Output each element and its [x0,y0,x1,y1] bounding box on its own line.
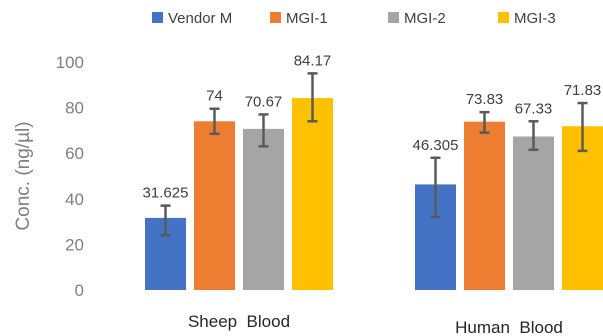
legend-label: MGI-2 [404,10,446,27]
y-tick-label: 40 [65,190,84,209]
data-label: 31.625 [143,185,189,202]
bar [562,126,603,290]
data-label: 84.17 [294,52,332,69]
x-axis: Sheep Blood Human Blood [188,312,563,336]
category-label: Human Blood [455,318,563,336]
bar [194,121,235,290]
data-label: 46.305 [413,137,459,154]
data-label: 70.67 [245,93,283,110]
data-label: 74 [206,88,223,105]
y-tick-label: 20 [65,235,84,254]
bar [243,128,284,290]
y-tick-label: 0 [75,281,84,300]
legend-swatch [270,12,281,23]
bar [292,98,333,290]
legend-label: Vendor M [168,10,232,27]
data-label: 73.83 [466,91,504,108]
y-tick-label: 80 [65,99,84,118]
legend-label: MGI-1 [286,10,328,27]
legend-swatch [388,12,399,23]
legend-swatch [498,12,509,23]
legend-swatch [152,12,163,23]
legend: Vendor M MGI-1 MGI-2 MGI-3 [152,10,556,27]
legend-label: MGI-3 [514,10,556,27]
bar [464,121,505,290]
bar [513,136,554,290]
y-tick-label: 60 [65,144,84,163]
y-tick-label: 100 [56,53,84,72]
data-label: 67.33 [515,100,553,117]
y-axis-title: Conc. (ng/µl) [13,121,34,230]
category-label: Sheep Blood [188,312,290,331]
y-axis: 0 20 40 60 80 100 [56,53,84,300]
bars: 31.625 74 70.67 84.17 46.305 73.83 67.33 71.83 [143,52,603,290]
data-label: 71.83 [564,82,602,99]
